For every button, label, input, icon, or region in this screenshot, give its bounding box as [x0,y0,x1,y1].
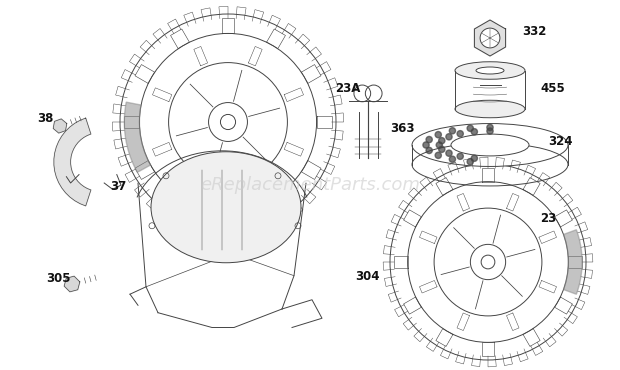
Circle shape [450,156,456,162]
Circle shape [457,131,463,137]
Text: 23A: 23A [335,82,360,95]
Circle shape [423,142,429,148]
Circle shape [457,153,463,159]
Polygon shape [64,276,80,292]
Text: 363: 363 [390,122,415,135]
Text: 455: 455 [540,82,565,95]
Ellipse shape [151,152,301,263]
Text: 324: 324 [548,135,572,148]
Circle shape [435,132,441,138]
Circle shape [446,134,452,140]
Circle shape [467,125,473,131]
Text: 305: 305 [46,272,71,285]
Circle shape [480,28,500,48]
Circle shape [439,146,445,152]
Text: 23: 23 [540,212,556,225]
Circle shape [467,159,473,165]
Ellipse shape [455,62,525,79]
Circle shape [481,255,495,269]
Polygon shape [53,119,67,133]
Text: 38: 38 [37,112,53,125]
Polygon shape [125,102,151,172]
Circle shape [426,137,432,143]
Circle shape [221,114,236,130]
Circle shape [471,129,477,135]
Circle shape [487,124,493,131]
Circle shape [426,147,432,154]
Polygon shape [474,20,505,56]
Circle shape [446,150,452,156]
Text: 37: 37 [110,180,126,193]
Text: 304: 304 [355,270,379,283]
Ellipse shape [412,124,568,166]
Circle shape [471,155,477,161]
Circle shape [450,128,456,134]
Text: eReplacementParts.com: eReplacementParts.com [200,176,420,194]
Circle shape [436,142,443,148]
Ellipse shape [455,100,525,118]
Circle shape [435,152,441,158]
Circle shape [439,138,445,144]
Text: 332: 332 [522,25,546,38]
Ellipse shape [451,134,529,156]
Ellipse shape [476,67,504,74]
Polygon shape [54,118,91,206]
Circle shape [487,128,493,134]
Polygon shape [564,230,582,294]
